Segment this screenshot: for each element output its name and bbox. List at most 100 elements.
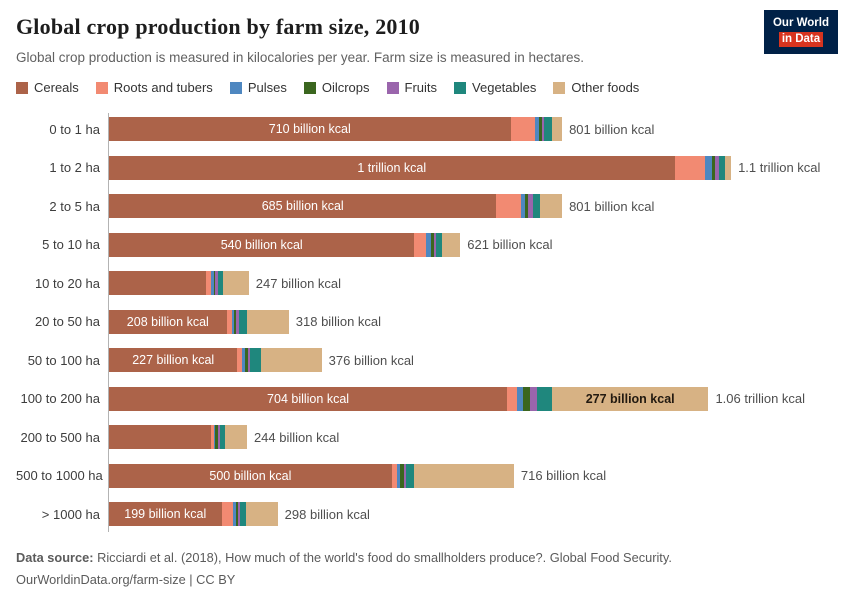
legend-item-pulses[interactable]: Pulses: [229, 80, 287, 95]
segment-pulses[interactable]: [521, 194, 526, 219]
segment-oilcrops[interactable]: [215, 425, 219, 450]
segment-pulses[interactable]: [426, 232, 432, 257]
segment-roots-and-tubers[interactable]: [496, 194, 522, 219]
segment-other-foods[interactable]: [224, 425, 247, 450]
segment-oilcrops[interactable]: [525, 194, 529, 219]
segment-other-foods[interactable]: [246, 309, 289, 334]
chart-row-50-to-100-ha: 50 to 100 ha 227 billion kcal 376 billion …: [16, 341, 838, 380]
segment-roots-and-tubers[interactable]: [507, 386, 518, 411]
segment-vegetables[interactable]: [406, 463, 415, 488]
segment-oilcrops[interactable]: [712, 155, 716, 180]
segment-pulses[interactable]: [396, 463, 400, 488]
segment-cereals[interactable]: 227 billion kcal: [109, 348, 238, 373]
segment-roots-and-tubers[interactable]: [226, 309, 232, 334]
segment-pulses[interactable]: [211, 271, 214, 296]
stacked-bar: 199 billion kcal: [109, 502, 278, 527]
segment-cereals[interactable]: [109, 271, 207, 296]
segment-roots-and-tubers[interactable]: [674, 155, 705, 180]
segment-pulses[interactable]: [233, 502, 236, 527]
segment-cereals[interactable]: 540 billion kcal: [109, 232, 415, 257]
segment-cereals[interactable]: [109, 425, 211, 450]
segment-other-foods[interactable]: [725, 155, 732, 180]
segment-other-foods[interactable]: [245, 502, 278, 527]
segment-roots-and-tubers[interactable]: [237, 348, 243, 373]
page-title: Global crop production by farm size, 201…: [16, 14, 421, 39]
segment-other-foods[interactable]: 277 billion kcal: [551, 386, 709, 411]
segment-cereals[interactable]: 685 billion kcal: [109, 194, 497, 219]
stacked-bar: 227 billion kcal: [109, 348, 322, 373]
segment-vegetables[interactable]: [544, 117, 552, 142]
segment-vegetables[interactable]: [536, 386, 552, 411]
segment-fruits[interactable]: [529, 386, 537, 411]
segment-oilcrops[interactable]: [431, 232, 434, 257]
segment-oilcrops[interactable]: [522, 386, 530, 411]
segment-oilcrops[interactable]: [213, 271, 216, 296]
segment-pulses[interactable]: [242, 348, 245, 373]
legend-item-cereals[interactable]: Cereals: [16, 80, 79, 95]
segment-cereals[interactable]: 1 trillion kcal: [109, 155, 675, 180]
segment-oilcrops[interactable]: [539, 117, 543, 142]
segment-oilcrops[interactable]: [235, 502, 238, 527]
segment-oilcrops[interactable]: [399, 463, 404, 488]
segment-vegetables[interactable]: [436, 232, 442, 257]
segment-pulses[interactable]: [231, 309, 234, 334]
segment-vegetables[interactable]: [217, 271, 223, 296]
legend-item-oilcrops[interactable]: Oilcrops: [303, 80, 370, 95]
segment-fruits[interactable]: [236, 309, 240, 334]
segment-other-foods[interactable]: [260, 348, 322, 373]
segment-oilcrops[interactable]: [233, 309, 237, 334]
segment-roots-and-tubers[interactable]: [391, 463, 397, 488]
chart-row-10-to-20-ha: 10 to 20 ha 247 billion kcal: [16, 264, 838, 303]
segment-roots-and-tubers[interactable]: [206, 271, 212, 296]
segment-roots-and-tubers[interactable]: [221, 502, 234, 527]
segment-cereals[interactable]: 500 billion kcal: [109, 463, 392, 488]
segment-oilcrops[interactable]: [244, 348, 248, 373]
total-label: 298 billion kcal: [284, 506, 370, 522]
segment-other-foods[interactable]: [414, 463, 514, 488]
bar-value-label: 540 billion kcal: [220, 237, 303, 252]
data-source-label: Data source:: [16, 550, 94, 565]
segment-pulses[interactable]: [213, 425, 216, 450]
footer: Data source: Ricciardi et al. (2018), Ho…: [16, 547, 834, 592]
chart-row-0-to-1-ha: 0 to 1 ha 710 billion kcal 801 billion kca…: [16, 110, 838, 149]
footer-link[interactable]: OurWorldinData.org/farm-size: [16, 572, 186, 588]
segment-roots-and-tubers[interactable]: [210, 425, 214, 450]
owid-logo[interactable]: Our World in Data: [763, 10, 838, 54]
segment-fruits[interactable]: [403, 463, 407, 488]
segment-vegetables[interactable]: [719, 155, 726, 180]
segment-fruits[interactable]: [528, 194, 534, 219]
segment-fruits[interactable]: [215, 271, 218, 296]
segment-roots-and-tubers[interactable]: [510, 117, 536, 142]
segment-fruits[interactable]: [542, 117, 545, 142]
segment-other-foods[interactable]: [441, 232, 461, 257]
segment-fruits[interactable]: [237, 502, 241, 527]
segment-other-foods[interactable]: [539, 194, 563, 219]
legend-item-vegetables[interactable]: Vegetables: [454, 80, 536, 95]
segment-other-foods[interactable]: [551, 117, 563, 142]
legend-item-fruits[interactable]: Fruits: [386, 80, 437, 95]
legend-item-other-foods[interactable]: Other foods: [553, 80, 639, 95]
segment-roots-and-tubers[interactable]: [414, 232, 427, 257]
category-label: 0 to 1 ha: [49, 121, 100, 137]
segment-fruits[interactable]: [433, 232, 437, 257]
segment-pulses[interactable]: [704, 155, 713, 180]
segment-vegetables[interactable]: [239, 309, 247, 334]
segment-cereals[interactable]: 704 billion kcal: [109, 386, 508, 411]
segment-fruits[interactable]: [715, 155, 720, 180]
legend-swatch-cereals: [16, 81, 28, 94]
stacked-bar: 704 billion kcal 277 billion kcal: [109, 386, 709, 411]
segment-fruits[interactable]: [218, 425, 220, 450]
segment-vegetables[interactable]: [250, 348, 261, 373]
segment-cereals[interactable]: 208 billion kcal: [109, 309, 227, 334]
segment-vegetables[interactable]: [219, 425, 225, 450]
segment-vegetables[interactable]: [533, 194, 540, 219]
segment-fruits[interactable]: [247, 348, 251, 373]
segment-cereals[interactable]: 199 billion kcal: [109, 502, 222, 527]
segment-other-foods[interactable]: [222, 271, 249, 296]
segment-cereals[interactable]: 710 billion kcal: [109, 117, 511, 142]
legend-item-roots-and-tubers[interactable]: Roots and tubers: [95, 80, 213, 95]
segment-pulses[interactable]: [535, 117, 540, 142]
segment-vegetables[interactable]: [240, 502, 246, 527]
segment-pulses[interactable]: [517, 386, 523, 411]
